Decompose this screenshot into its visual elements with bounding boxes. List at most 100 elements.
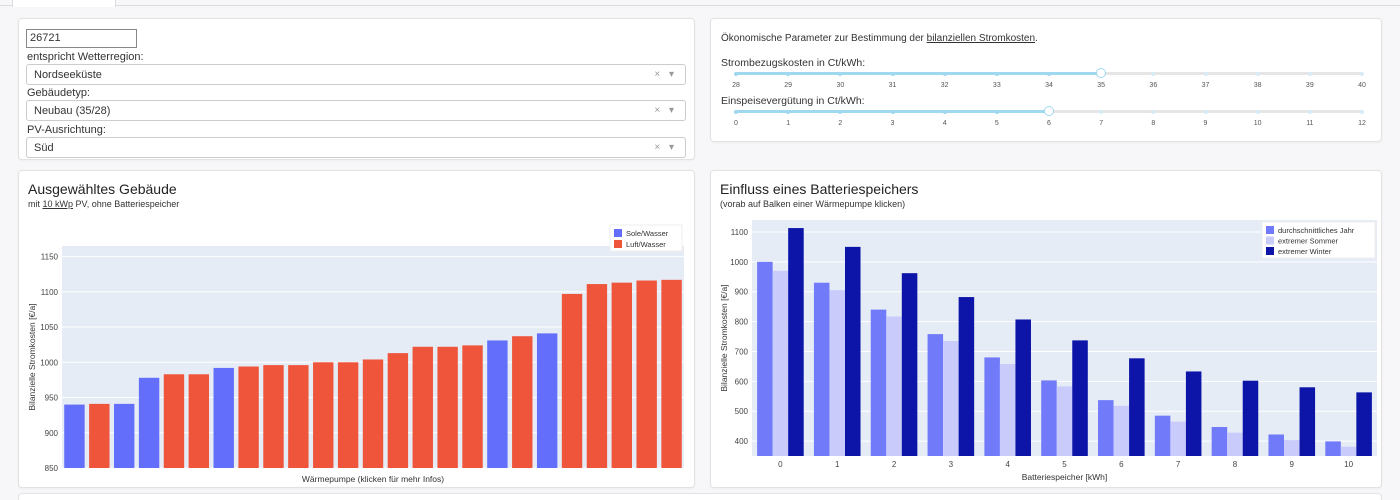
legend-swatch — [614, 240, 622, 248]
bar[interactable] — [1041, 380, 1057, 456]
bar[interactable] — [536, 333, 558, 468]
bar[interactable] — [1170, 421, 1186, 456]
bar[interactable] — [813, 282, 830, 456]
bar[interactable] — [1340, 446, 1357, 456]
bar[interactable] — [1284, 440, 1300, 456]
slider-tick-label: 8 — [1151, 120, 1156, 127]
bar[interactable] — [984, 357, 1000, 456]
y-tick-label: 800 — [735, 318, 749, 327]
slider-step-dot — [890, 109, 895, 114]
slider-tick-label: 1 — [786, 120, 791, 127]
bar[interactable] — [1098, 400, 1114, 456]
bar[interactable] — [1356, 392, 1372, 456]
slider-step-dot — [734, 109, 738, 114]
slider-step-dot — [1360, 109, 1364, 114]
slider-tick-label: 4 — [942, 120, 947, 127]
bar[interactable] — [1227, 432, 1243, 456]
battery-impact-chart[interactable]: 400 500 600 700 800 900 1000 1100 0 1 2 3 4 5 6 7 8 9 10 Ba… — [710, 170, 1382, 488]
bar[interactable] — [611, 282, 633, 468]
bar[interactable] — [561, 293, 583, 468]
slider-tick-label: 9 — [1203, 120, 1208, 127]
economics-title: Ökonomische Parameter zur Bestimmung der… — [721, 33, 1038, 44]
region-select[interactable]: Nordseeküste × ▾ — [26, 64, 686, 85]
bar[interactable] — [313, 362, 334, 468]
bar[interactable] — [138, 377, 160, 468]
bar[interactable] — [362, 359, 384, 468]
clear-dropdown-icon[interactable]: × ▾ — [654, 69, 677, 80]
bar[interactable] — [927, 334, 944, 456]
bar[interactable] — [437, 346, 458, 468]
bar[interactable] — [288, 365, 309, 468]
bar[interactable] — [1072, 340, 1088, 456]
economics-title-link[interactable]: bilanziellen Stromkosten — [926, 33, 1036, 44]
bar[interactable] — [64, 404, 85, 468]
x-tick-label: 8 — [1233, 460, 1238, 469]
bar[interactable] — [958, 297, 975, 456]
slider-step-dot — [1203, 71, 1208, 76]
y-tick-label: 1150 — [41, 253, 59, 262]
clear-dropdown-icon[interactable]: × ▾ — [654, 105, 677, 116]
heat-pump-cost-chart[interactable]: 850 900 950 1000 1050 1100 1150 Wärmepumpe (kli… — [18, 170, 695, 488]
slider-tick-label: 38 — [1253, 82, 1262, 89]
bar[interactable] — [886, 316, 902, 456]
plz-input[interactable]: 26721 — [26, 29, 137, 48]
slider-tick-label: 39 — [1305, 82, 1314, 89]
x-tick-label: 2 — [892, 460, 897, 469]
slider-handle[interactable] — [1096, 68, 1107, 78]
bar[interactable] — [113, 403, 135, 468]
bar[interactable] — [870, 309, 887, 456]
bar[interactable] — [1056, 386, 1073, 456]
bar[interactable] — [512, 336, 533, 468]
bar[interactable] — [829, 290, 845, 456]
bar[interactable] — [1242, 380, 1259, 456]
orientation-select[interactable]: Süd × ▾ — [26, 137, 686, 158]
bar[interactable] — [163, 374, 185, 468]
bar[interactable] — [844, 246, 861, 456]
bar[interactable] — [1325, 441, 1341, 456]
tab-active[interactable] — [12, 0, 116, 7]
bar[interactable] — [901, 273, 918, 456]
bar[interactable] — [1113, 405, 1130, 456]
slider-step-dot — [1255, 109, 1260, 114]
bar[interactable] — [1154, 415, 1171, 456]
bar[interactable] — [387, 353, 409, 468]
x-axis-label: Wärmepumpe (klicken für mehr Infos) — [302, 474, 444, 484]
bar[interactable] — [1299, 387, 1316, 456]
bar[interactable] — [1268, 434, 1285, 456]
bar[interactable] — [238, 366, 259, 468]
bar[interactable] — [412, 346, 433, 468]
bar[interactable] — [999, 363, 1016, 456]
tab-bar — [0, 0, 1400, 6]
bar[interactable] — [943, 340, 959, 456]
bar[interactable] — [89, 403, 110, 468]
orientation-value: Süd — [34, 142, 54, 154]
building-select[interactable]: Neubau (35/28) × ▾ — [26, 100, 686, 121]
slider-step-dot — [994, 71, 999, 76]
slider-step-dot — [786, 71, 791, 76]
bar[interactable] — [188, 374, 210, 468]
bar[interactable] — [213, 367, 234, 468]
bar[interactable] — [1185, 371, 1202, 456]
bar[interactable] — [661, 279, 682, 468]
x-tick-label: 7 — [1176, 460, 1181, 469]
bar[interactable] — [462, 345, 483, 468]
bar[interactable] — [636, 280, 657, 468]
subtitle-kwp-link[interactable]: 10 kWp — [42, 199, 74, 209]
x-tick-label: 4 — [1005, 460, 1010, 469]
slider-tick-label: 31 — [888, 82, 897, 89]
bar[interactable] — [1015, 319, 1031, 456]
bar[interactable] — [788, 228, 804, 456]
bar[interactable] — [757, 261, 773, 456]
economics-title-suffix: . — [1035, 33, 1038, 44]
clear-dropdown-icon[interactable]: × ▾ — [654, 142, 677, 153]
subtitle-prefix: mit — [28, 199, 43, 209]
bar[interactable] — [586, 284, 608, 468]
bar[interactable] — [1129, 358, 1145, 456]
slider-handle[interactable] — [1044, 106, 1054, 116]
slider-step-dot — [1307, 109, 1312, 114]
bar[interactable] — [263, 365, 284, 468]
bar[interactable] — [337, 362, 359, 468]
bar[interactable] — [487, 340, 508, 468]
bar[interactable] — [1211, 427, 1228, 456]
bar[interactable] — [772, 270, 789, 456]
